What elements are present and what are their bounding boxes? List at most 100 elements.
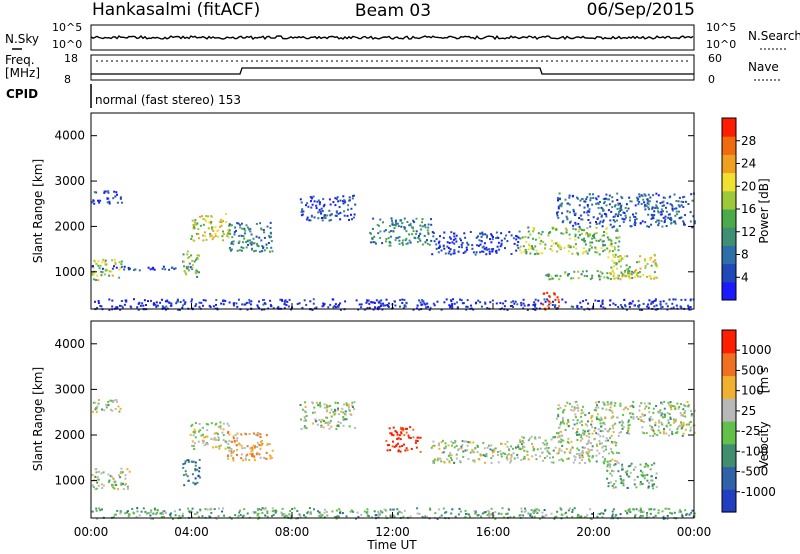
heatmap-cell [635, 218, 638, 220]
heatmap-cell [561, 514, 564, 516]
heatmap-cell [614, 515, 617, 518]
heatmap-cell [576, 404, 579, 407]
heatmap-cell [587, 420, 589, 423]
heatmap-cell [491, 234, 493, 237]
heatmap-cell [475, 251, 478, 254]
heatmap-cell [202, 441, 205, 444]
heatmap-cell [307, 205, 310, 208]
heatmap-cell [585, 250, 588, 253]
heatmap-cell [547, 275, 550, 278]
heatmap-cell [458, 447, 461, 450]
heatmap-cell [607, 485, 610, 488]
heatmap-cell [502, 302, 505, 305]
heatmap-cell [283, 303, 286, 306]
heatmap-cell [134, 268, 137, 271]
heatmap-cell [597, 240, 600, 242]
heatmap-cell [573, 406, 576, 409]
heatmap-cell [578, 277, 581, 279]
heatmap-cell [521, 436, 524, 439]
heatmap-cell [611, 259, 614, 262]
heatmap-cell [557, 404, 560, 407]
heatmap-cell [303, 425, 306, 428]
heatmap-cell [436, 457, 439, 460]
heatmap-cell [601, 456, 604, 458]
heatmap-cell [506, 512, 509, 515]
heatmap-cell [206, 429, 209, 432]
heatmap-cell [269, 250, 271, 253]
heatmap-cell [653, 276, 656, 279]
heatmap-cell [424, 223, 427, 226]
heatmap-cell [335, 509, 338, 512]
heatmap-cell [481, 250, 484, 253]
heatmap-cell [345, 418, 348, 421]
heatmap-cell [453, 232, 455, 235]
heatmap-cell [610, 403, 613, 406]
heatmap-cell [580, 420, 583, 423]
heatmap-cell [112, 484, 115, 487]
heatmap-cell [99, 304, 102, 307]
heatmap-cell [124, 483, 127, 486]
heatmap-cell [655, 486, 658, 489]
heatmap-cell [191, 473, 194, 476]
heatmap-cell [613, 248, 616, 251]
heatmap-cell [510, 454, 513, 457]
heatmap-cell [627, 465, 630, 468]
heatmap-cell [385, 298, 388, 301]
heatmap-cell [228, 433, 231, 436]
heatmap-cell [178, 514, 181, 517]
heatmap-cell [398, 236, 401, 238]
heatmap-cell [384, 304, 387, 307]
heatmap-cell [432, 232, 435, 234]
heatmap-cell [366, 510, 369, 513]
heatmap-cell [576, 196, 578, 199]
heatmap-cell [330, 425, 333, 428]
heatmap-cell [114, 408, 117, 410]
heatmap-cell [614, 459, 617, 462]
heatmap-cell [515, 235, 518, 237]
heatmap-cell [335, 214, 338, 217]
heatmap-cell [192, 225, 195, 228]
heatmap-cell [391, 445, 394, 448]
heatmap-cell [666, 202, 669, 205]
heatmap-cell [572, 245, 575, 248]
heatmap-cell [547, 452, 550, 454]
heatmap-cell [576, 439, 579, 441]
colorbar-tick-label: 1000 [741, 343, 772, 357]
heatmap-cell [460, 299, 463, 302]
heatmap-cell [261, 250, 264, 253]
heatmap-cell [494, 517, 497, 520]
heatmap-cell [567, 509, 570, 512]
heatmap-cell [272, 307, 275, 310]
heatmap-cell [464, 236, 467, 239]
heatmap-cell [647, 465, 650, 468]
heatmap-cell [644, 208, 647, 211]
heatmap-cell [442, 439, 444, 442]
heatmap-cell [637, 275, 640, 278]
heatmap-cell [164, 511, 167, 514]
heatmap-cell [685, 423, 688, 426]
heatmap-cell [471, 247, 474, 250]
heatmap-cell [426, 229, 429, 232]
heatmap-cell [662, 204, 665, 207]
heatmap-cell [342, 417, 345, 420]
heatmap-cell [424, 226, 427, 229]
heatmap-cell [613, 482, 616, 485]
heatmap-cell [588, 455, 591, 458]
heatmap-cell [546, 273, 549, 276]
heatmap-cell [115, 513, 117, 516]
heatmap-cell [222, 434, 225, 437]
heatmap-cell [409, 515, 412, 518]
heatmap-cell [603, 200, 606, 203]
heatmap-cell [617, 202, 620, 205]
heatmap-cell [101, 261, 104, 264]
heatmap-cell [574, 212, 577, 215]
heatmap-cell [215, 517, 218, 520]
heatmap-cell [336, 515, 339, 518]
heatmap-cell [643, 477, 646, 480]
heatmap-cell [674, 406, 677, 409]
heatmap-cell [183, 484, 186, 487]
heatmap-cell [650, 508, 653, 511]
heatmap-cell [635, 269, 638, 272]
heatmap-cell [240, 433, 243, 436]
heatmap-cell [641, 220, 644, 223]
